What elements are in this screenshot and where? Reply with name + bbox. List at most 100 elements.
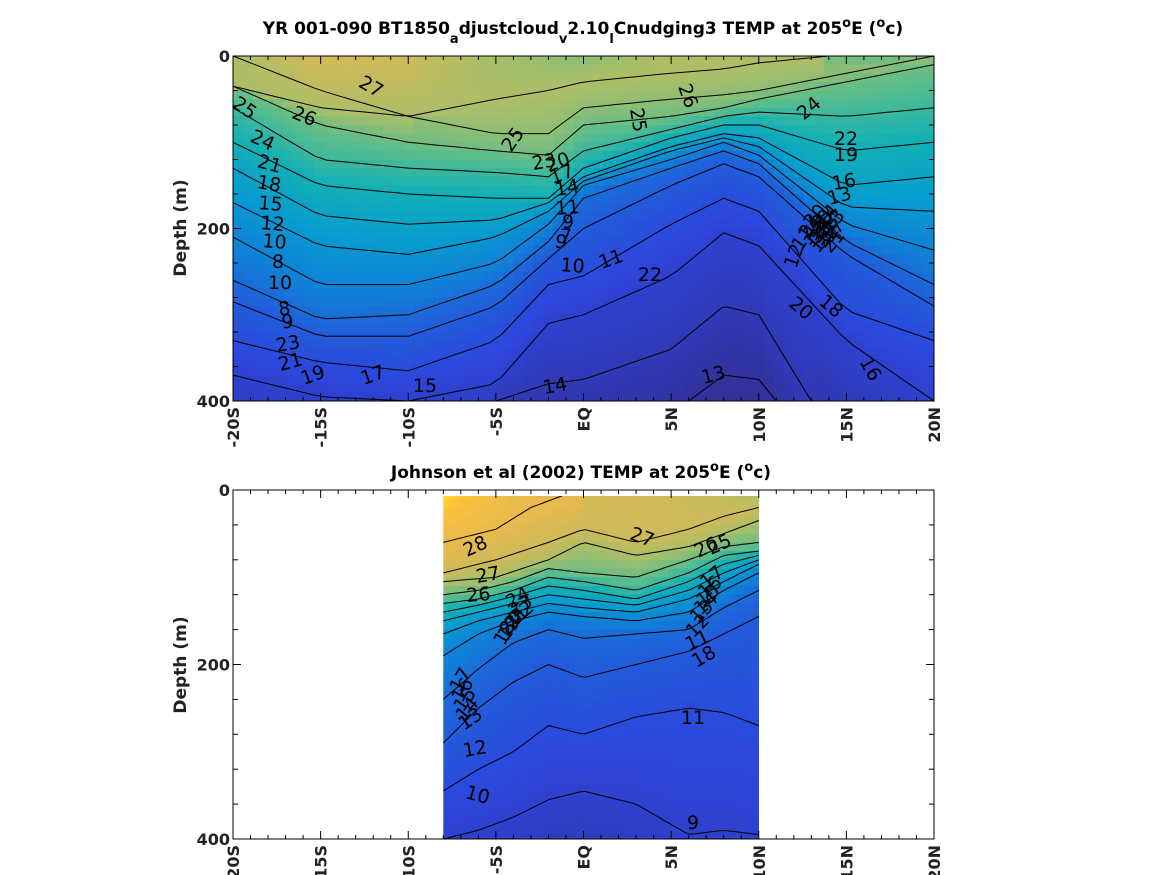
heatmap-cell [583, 254, 595, 264]
heatmap-cell [623, 237, 635, 247]
heatmap-cell [863, 159, 875, 169]
heatmap-cell [903, 392, 915, 401]
heatmap-cell [233, 375, 244, 385]
isotherm-label: 15 [258, 192, 284, 216]
heatmap-cell [564, 699, 571, 709]
heatmap-cell [637, 708, 643, 718]
heatmap-cell [637, 647, 643, 657]
heatmap-cell [413, 357, 424, 368]
heatmap-cell [433, 81, 444, 92]
heatmap-cell [515, 716, 521, 727]
heatmap-cell [633, 245, 645, 256]
heatmap-cell [263, 340, 274, 350]
heatmap-cell [523, 332, 535, 342]
heatmap-cell [393, 90, 404, 100]
heatmap-cell [793, 263, 805, 273]
heatmap-cell [643, 150, 655, 161]
heatmap-cell [443, 533, 449, 544]
heatmap-cell [563, 64, 575, 74]
heatmap-cell [473, 228, 485, 238]
heatmap-cell [853, 332, 865, 342]
heatmap-cell [573, 830, 580, 839]
heatmap-cell [643, 219, 655, 230]
heatmap-cell [883, 116, 895, 126]
heatmap-cell [233, 280, 244, 290]
heatmap-cell [632, 507, 638, 517]
heatmap-cell [833, 219, 845, 230]
heatmap-cell [463, 392, 475, 401]
heatmap-cell [569, 743, 575, 753]
heatmap-cell [610, 760, 616, 770]
heatmap-cell [524, 551, 530, 561]
heatmap-cell [528, 777, 535, 788]
heatmap-cell [515, 777, 521, 788]
heatmap-cell [573, 577, 580, 587]
heatmap-cell [501, 603, 508, 613]
heatmap-cell [613, 366, 625, 376]
heatmap-cell [533, 551, 539, 561]
heatmap-cell [553, 271, 565, 281]
heatmap-cell [713, 349, 725, 359]
heatmap-cell [587, 769, 593, 779]
heatmap-cell [303, 73, 314, 83]
heatmap-cell [813, 64, 825, 74]
heatmap-cell [605, 743, 611, 753]
heatmap-cell [433, 280, 444, 290]
heatmap-cell [452, 830, 458, 839]
heatmap-cell [833, 288, 845, 299]
heatmap-cell [493, 99, 505, 109]
heatmap-cell [628, 795, 634, 805]
heatmap-cell [833, 202, 845, 212]
heatmap-cell [515, 629, 521, 640]
heatmap-cell [823, 340, 835, 350]
heatmap-cell [587, 690, 593, 701]
heatmap-cell [833, 73, 845, 83]
heatmap-cell [543, 306, 555, 316]
heatmap-cell [643, 280, 655, 290]
heatmap-cell [863, 349, 875, 359]
heatmap-cell [403, 107, 414, 118]
heatmap-cell [614, 516, 620, 526]
heatmap-cell [650, 577, 656, 587]
heatmap-cell [783, 150, 795, 161]
heatmap-cell [643, 297, 655, 307]
heatmap-cell [633, 107, 645, 118]
heatmap-cell [488, 551, 494, 561]
heatmap-cell [470, 542, 476, 552]
heatmap-cell [483, 219, 495, 230]
heatmap-cell [773, 185, 785, 195]
heatmap-cell [723, 202, 735, 212]
heatmap-cell [483, 577, 490, 587]
heatmap-cell [515, 804, 521, 814]
heatmap-cell [533, 297, 545, 307]
heatmap-cell [613, 340, 625, 350]
heatmap-cell [313, 323, 324, 333]
heatmap-cell [383, 185, 394, 195]
heatmap-cell [493, 271, 505, 281]
heatmap-cell [483, 559, 490, 570]
heatmap-cell [503, 64, 515, 74]
heatmap-cell [893, 211, 905, 221]
heatmap-cell [583, 202, 595, 212]
heatmap-cell [373, 357, 384, 368]
heatmap-cell [555, 507, 562, 517]
heatmap-cell [533, 821, 539, 831]
heatmap-cell [583, 559, 589, 570]
heatmap-cell [605, 673, 611, 683]
heatmap-cell [443, 496, 449, 500]
heatmap-cell [542, 496, 548, 500]
heatmap-cell [646, 585, 652, 596]
heatmap-cell [560, 673, 566, 683]
heatmap-cell [533, 681, 539, 692]
heatmap-cell [713, 263, 725, 273]
heatmap-cell [663, 340, 675, 350]
heatmap-cell [703, 107, 715, 118]
heatmap-cell [515, 533, 521, 544]
heatmap-cell [893, 99, 905, 109]
heatmap-cell [303, 64, 314, 74]
heatmap-cell [673, 245, 685, 256]
heatmap-cell [479, 786, 485, 797]
heatmap-cell [479, 620, 485, 631]
heatmap-cell [253, 383, 264, 394]
heatmap-cell [473, 349, 485, 359]
